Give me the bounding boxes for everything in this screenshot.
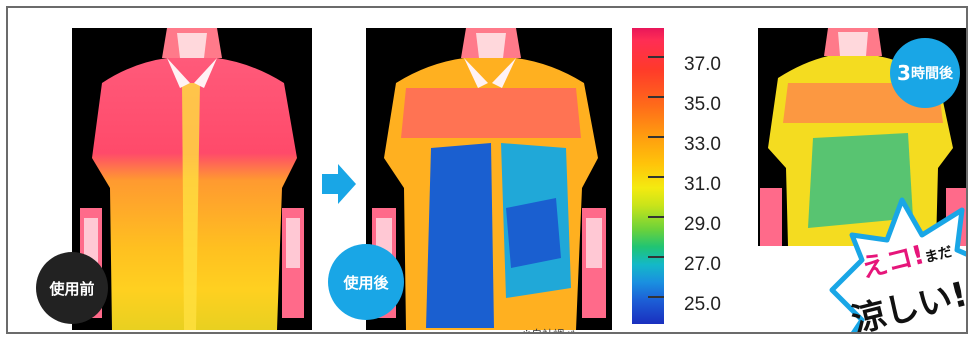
scale-tick: [648, 136, 664, 138]
scale-label-31: 31.0: [684, 174, 721, 195]
scale-label-27: 27.0: [684, 254, 721, 275]
callout-small: まだ: [922, 243, 955, 267]
scale-label-25: 25.0: [684, 294, 721, 315]
scale-label-29: 29.0: [684, 214, 721, 235]
scale-tick: [648, 296, 664, 298]
after-use-label: 使用後: [343, 273, 389, 292]
source-note: ※自社調べ: [522, 326, 575, 332]
thermal-image-before: [72, 28, 312, 330]
scale-tick: [648, 216, 664, 218]
three-hours-number: 3: [897, 61, 911, 85]
after-use-badge: 使用後: [328, 244, 404, 320]
arrow-right-icon: [322, 164, 356, 204]
scale-tick: [648, 256, 664, 258]
scale-tick: [648, 56, 664, 58]
figure-frame: 使用前 使用後 3 時間後 37.0 35.0 33.0 31.0 29.0 27…: [6, 6, 968, 334]
scale-label-35: 35.0: [684, 94, 721, 115]
scale-label-33: 33.0: [684, 134, 721, 155]
speech-burst-icon: [829, 197, 966, 332]
scale-label-37: 37.0: [684, 54, 721, 75]
three-hours-suffix: 時間後: [910, 66, 953, 82]
before-use-label: 使用前: [49, 279, 95, 298]
scale-tick: [648, 96, 664, 98]
three-hours-badge: 3 時間後: [890, 38, 960, 108]
thermal-image-after: [366, 28, 612, 330]
before-use-badge: 使用前: [36, 252, 108, 324]
scale-tick: [648, 176, 664, 178]
